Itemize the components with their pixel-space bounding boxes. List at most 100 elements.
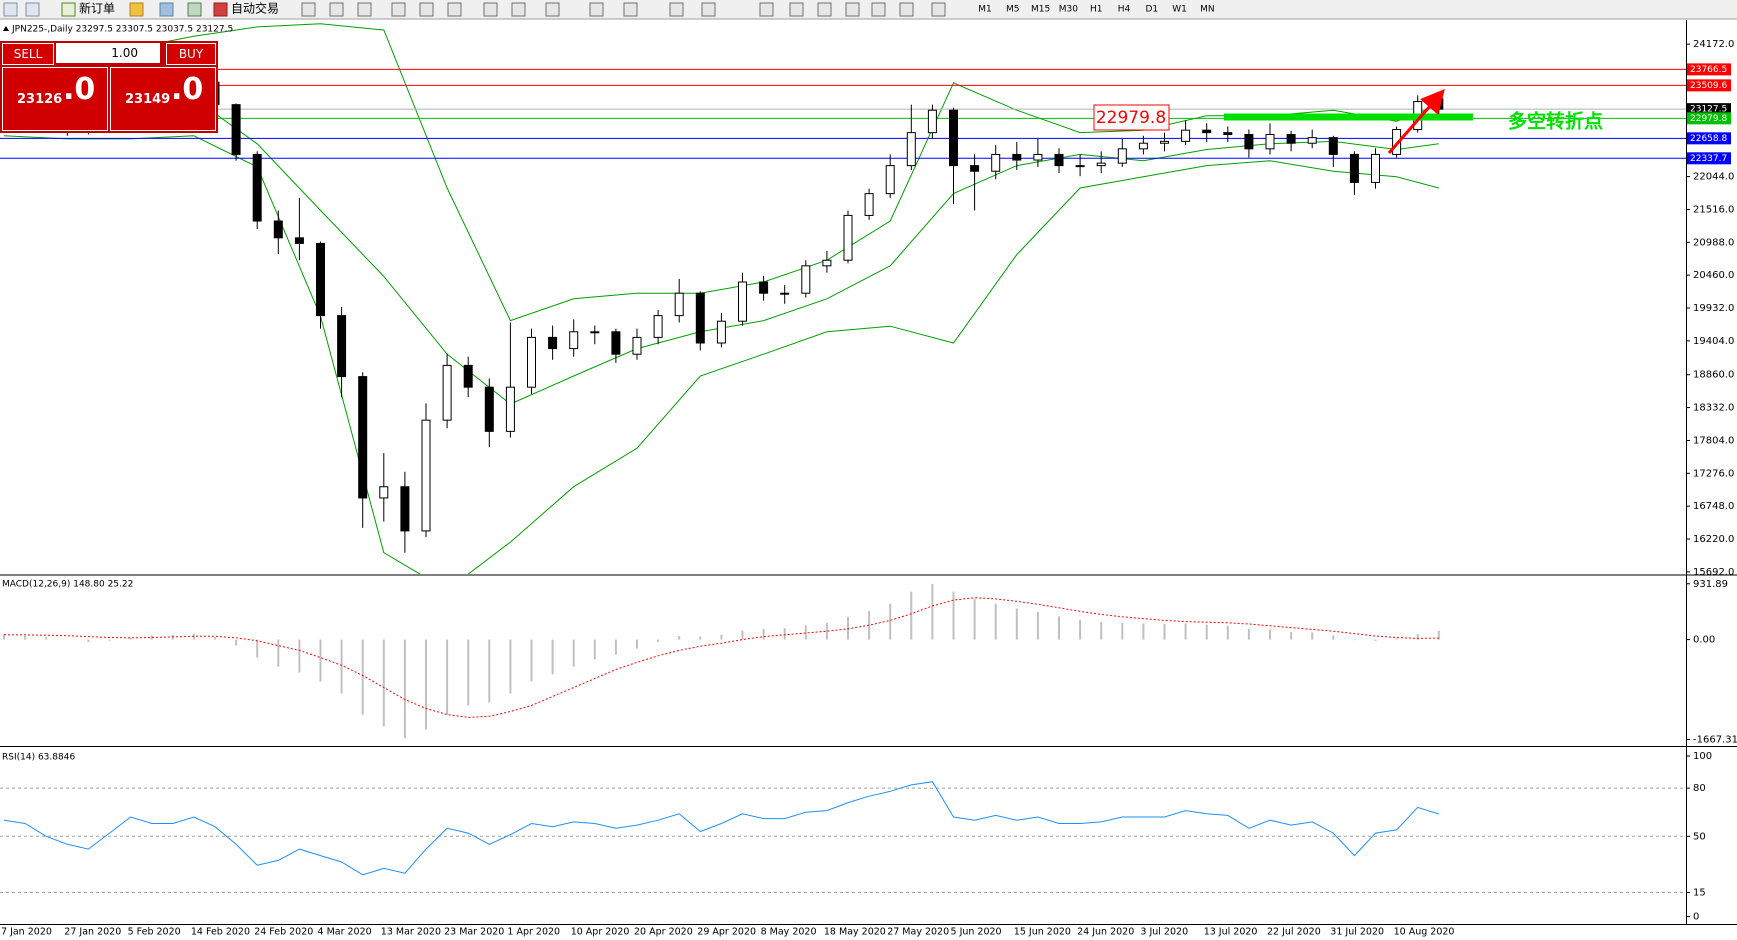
y-tick-label: 50 [1693,831,1706,842]
toolbar-icon[interactable] [669,2,684,17]
toolbar [0,0,1737,19]
y-tick-label: 16220.0 [1693,534,1734,545]
candle-body [716,320,726,344]
price-level-label: 22337.7 [1690,154,1727,164]
toolbar-icon[interactable] [447,2,462,17]
toolbar-icon[interactable] [845,2,860,17]
x-tick-label: 10 Aug 2020 [1394,927,1455,938]
candle-body [1138,142,1148,150]
macd-title: MACD(12,26,9) 148.80 25.22 [2,580,133,590]
y-tick-label: 0 [1693,912,1699,923]
sell-button[interactable]: SELL [2,43,54,65]
candle-body [906,132,916,167]
timeframe-button[interactable]: MN [1200,5,1215,15]
timeframe-button[interactable]: M1 [978,5,992,15]
candle-body [843,214,853,261]
toolbar-icon[interactable] [817,2,832,17]
candle-body [632,336,642,355]
price-level-tag [1687,79,1731,92]
candle-body [1307,137,1317,144]
toolbar-icon[interactable] [357,2,372,17]
candle-body [1117,148,1127,164]
macd-signal [3,597,1439,718]
candle-body [484,386,494,432]
timeframe-button[interactable]: M5 [1006,5,1020,15]
price-level-tag [1687,152,1731,165]
x-tick-label: 13 Jul 2020 [1204,927,1258,938]
candle-body [379,486,389,499]
buy-button[interactable]: BUY [166,43,216,65]
candle-body [590,331,600,334]
timeframe-button[interactable]: W1 [1172,5,1187,15]
bid-box[interactable]: 23126 .0 [2,67,108,131]
toolbar-icon[interactable] [129,2,144,17]
y-tick-label: 17804.0 [1693,435,1734,446]
toolbar-icon[interactable] [759,2,774,17]
toolbar-icon[interactable] [391,2,406,17]
timeframe-button[interactable]: D1 [1145,5,1158,15]
new-order-icon[interactable] [61,2,76,17]
toolbar-icon[interactable] [789,2,804,17]
candle-body [294,237,304,244]
candle-body [1054,153,1064,167]
x-tick-label: 15 Jun 2020 [1014,927,1071,938]
toolbar-icon[interactable] [3,2,18,17]
x-tick-label: 7 Jan 2020 [1,927,52,938]
candle-body [358,376,368,499]
timeframe-button[interactable]: H1 [1090,5,1103,15]
new-order-button[interactable]: 新订单 [79,1,115,16]
toolbar-icon[interactable] [301,2,316,17]
candle-body [1371,153,1380,183]
candle-body [611,331,621,355]
auto-trading-button[interactable]: 自动交易 [231,1,279,16]
volume-input[interactable]: 1.00 [56,43,160,63]
y-tick-label: 21516.0 [1693,204,1734,215]
collapse-icon[interactable] [3,26,9,31]
price-level-label: 22979.8 [1690,114,1727,124]
toolbar-icon[interactable] [25,2,40,17]
candle-body [1096,162,1106,167]
candle-body [505,386,515,432]
x-tick-label: 8 May 2020 [761,927,817,938]
y-tick-label: 19404.0 [1693,336,1734,347]
candle-body [674,292,684,317]
toolbar-icon[interactable] [623,2,638,17]
auto-trading-icon[interactable] [213,2,228,17]
toolbar-icon[interactable] [871,2,886,17]
toolbar-icon[interactable] [159,2,174,17]
price-level-tag [1687,103,1731,116]
toolbar-icon[interactable] [931,2,946,17]
candle-body [527,336,536,388]
toolbar-icon[interactable] [899,2,914,17]
candle-body [1075,165,1085,168]
toolbar-icon[interactable] [701,2,716,17]
y-tick-label: 19932.0 [1693,303,1734,314]
y-tick-label: 18860.0 [1693,370,1734,381]
candle-body [864,193,874,216]
toolbar-icon[interactable] [589,2,604,17]
toolbar-icon[interactable] [483,2,498,17]
x-tick-label: 10 Apr 2020 [571,927,630,938]
timeframe-button[interactable]: M15 [1031,5,1050,15]
x-tick-label: 27 Jan 2020 [64,927,121,938]
bid-point: .0 [63,72,96,107]
candle-body [885,165,895,195]
candle-body [548,336,558,350]
candle-body [231,104,241,155]
ask-box[interactable]: 23149 .0 [110,67,216,131]
candle-body [1012,153,1022,161]
toolbar-icon[interactable] [419,2,434,17]
toolbar-icon[interactable] [545,2,560,17]
toolbar-icon[interactable] [187,2,202,17]
toolbar-icon[interactable] [511,2,526,17]
toolbar-icon[interactable] [329,2,344,17]
chart-title: JPN225-,Daily 23297.5 23307.5 23037.5 23… [11,25,233,35]
candle-body [1244,134,1254,150]
x-tick-label: 24 Feb 2020 [254,927,313,938]
timeframe-button[interactable]: H4 [1118,5,1131,15]
candle-body [991,153,1001,172]
timeframe-button[interactable]: M30 [1059,5,1078,15]
rsi-panel [0,781,1686,893]
candle-body [442,364,452,421]
ask-point: .0 [171,72,204,107]
